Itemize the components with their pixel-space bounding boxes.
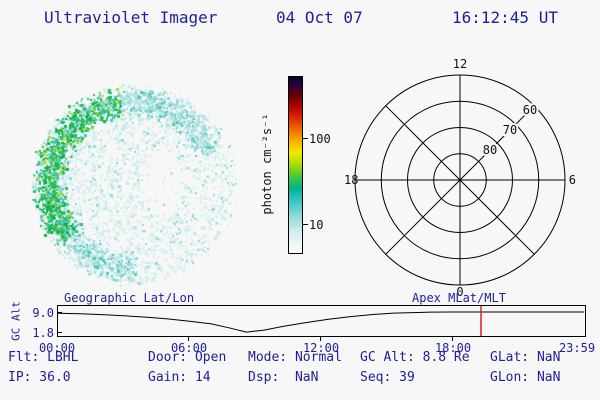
colorbar-units-label: photon cm⁻²s⁻¹ <box>260 113 274 215</box>
colorbar-tick-label-100: 100 <box>309 132 331 146</box>
xtickmark-18-00 <box>452 337 453 341</box>
uv-aurora-image <box>26 74 242 290</box>
status-gc-alt: GC Alt: 8.8 Re <box>360 350 470 365</box>
gc-alt-ylabel: GC Alt <box>9 301 23 341</box>
status-dsp: Dsp: NaN <box>248 370 319 385</box>
gc-alt-curve <box>58 311 584 333</box>
gc-alt-curve-plot <box>58 306 584 336</box>
mlat-ring-label-70: 70 <box>503 123 517 137</box>
polar-grid-lines <box>354 74 566 286</box>
xtick-12-00: 12:00 <box>302 341 340 355</box>
gc-alt-plot-box <box>57 305 586 337</box>
colorbar <box>288 76 303 254</box>
mlat-ring-label-60: 60 <box>523 103 537 117</box>
header-date: 04 Oct 07 <box>276 8 363 27</box>
xtick-23-59: 23:59 <box>558 341 596 355</box>
mlat-ring-label-80: 80 <box>483 143 497 157</box>
colorbar-tick-mark-100 <box>303 138 308 139</box>
xtick-18-00: 18:00 <box>434 341 472 355</box>
xtickmark-12-00 <box>320 337 321 341</box>
status-seq: Seq: 39 <box>360 370 415 385</box>
status-glon: GLon: NaN <box>490 370 561 385</box>
colorbar-tick-label-10: 10 <box>309 218 324 232</box>
app-title: Ultraviolet Imager <box>44 8 218 27</box>
geo-latlon-title: Geographic Lat/Lon <box>64 291 195 305</box>
header-time: 16:12:45 UT <box>452 8 558 27</box>
gc-alt-ytickmark-bottom <box>58 332 62 333</box>
mlt-label-12: 12 <box>453 57 467 71</box>
polar-mlt-grid: 12 18 6 0 60 70 80 <box>344 57 576 298</box>
gc-alt-ytick-bottom: 1.8 <box>32 326 54 340</box>
gc-alt-ytick-top: 9.0 <box>32 306 54 320</box>
mlt-label-0: 0 <box>456 285 463 298</box>
status-glat: GLat: NaN <box>490 350 561 365</box>
status-gain: Gain: 14 <box>148 370 211 385</box>
status-ip: IP: 36.0 <box>8 370 71 385</box>
xtick-06-00: 06:00 <box>170 341 208 355</box>
colorbar-tick-mark-10 <box>303 224 308 225</box>
xtickmark-06-00 <box>188 337 189 341</box>
status-door: Door: Open <box>148 350 227 365</box>
apex-mlat-mlt-title: Apex MLat/MLT <box>412 291 506 305</box>
mlt-label-18: 18 <box>344 173 358 187</box>
status-flt: Flt: LBHL <box>8 350 79 365</box>
mlt-label-6: 6 <box>569 173 576 187</box>
gc-alt-ytickmark-top <box>58 312 62 313</box>
xtick-00-00: 00:00 <box>38 341 76 355</box>
status-mode: Mode: Normal <box>248 350 342 365</box>
